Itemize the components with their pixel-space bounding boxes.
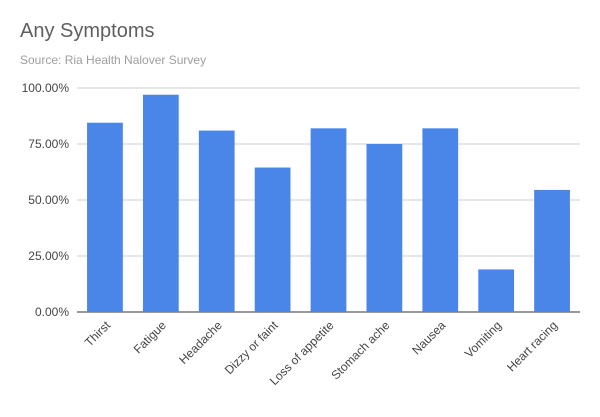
y-tick-label: 75.00% bbox=[28, 137, 69, 151]
bars bbox=[87, 94, 570, 312]
x-tick-label: Fatigue bbox=[131, 318, 169, 356]
x-tick-label: Vomiting bbox=[462, 318, 504, 360]
bar bbox=[87, 122, 123, 312]
y-axis-ticks: 0.00% 25.00% 50.00% 75.00% 100.00% bbox=[22, 81, 70, 319]
chart-title: Any Symptoms bbox=[20, 20, 155, 42]
x-tick-label: Dizzy or faint bbox=[222, 318, 281, 377]
bar bbox=[198, 130, 235, 312]
bar bbox=[422, 128, 459, 312]
y-tick-label: 25.00% bbox=[28, 249, 69, 263]
y-tick-label: 50.00% bbox=[28, 193, 69, 207]
y-tick-label: 0.00% bbox=[35, 305, 69, 319]
x-tick-label: Nausea bbox=[409, 318, 448, 357]
bar bbox=[534, 189, 570, 312]
bar bbox=[310, 128, 347, 312]
x-tick-label: Headache bbox=[176, 318, 225, 367]
x-tick-label: Heart racing bbox=[504, 318, 560, 374]
x-tick-label: Thirst bbox=[82, 318, 114, 350]
bar bbox=[366, 144, 403, 312]
bar bbox=[142, 94, 179, 312]
y-tick-label: 100.00% bbox=[22, 81, 70, 95]
bar bbox=[254, 167, 291, 312]
chart-subtitle: Source: Ria Health Nalover Survey bbox=[20, 53, 207, 67]
x-tick-label: Stomach ache bbox=[328, 318, 392, 382]
bar bbox=[478, 269, 515, 312]
